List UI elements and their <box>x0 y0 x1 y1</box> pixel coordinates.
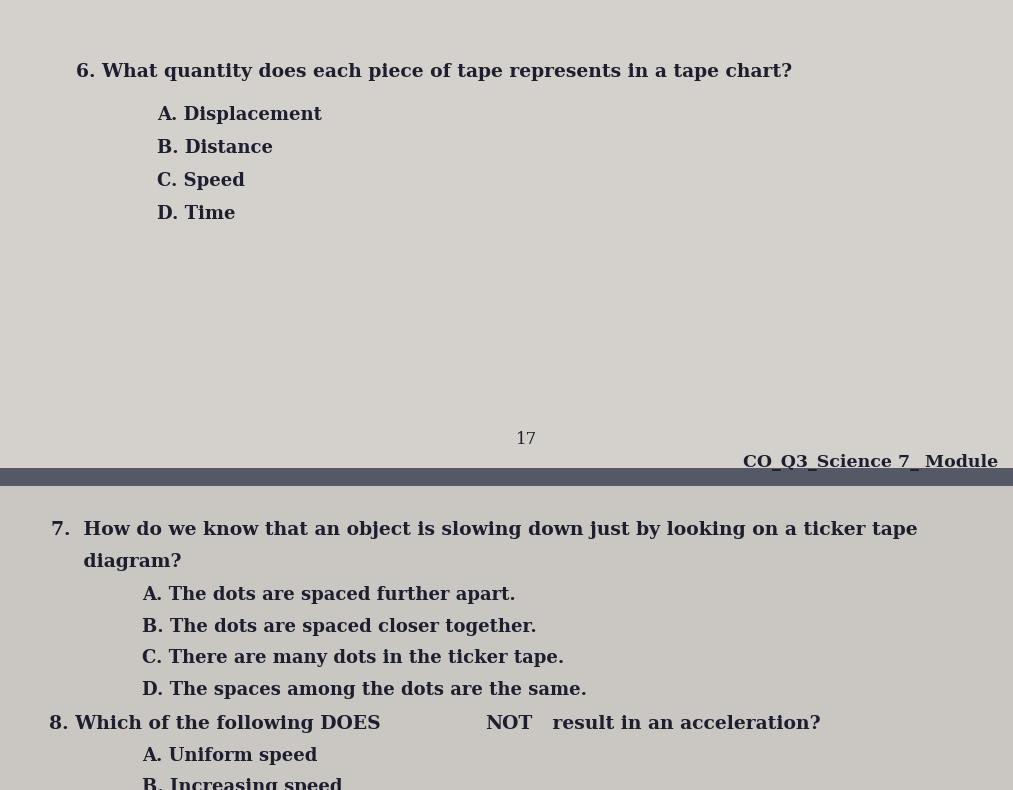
Text: B. The dots are spaced closer together.: B. The dots are spaced closer together. <box>142 618 537 636</box>
Text: 17: 17 <box>517 431 537 448</box>
Text: D. Time: D. Time <box>157 205 235 224</box>
Text: D. The spaces among the dots are the same.: D. The spaces among the dots are the sam… <box>142 681 587 699</box>
FancyBboxPatch shape <box>0 486 1013 790</box>
Text: CO_Q3_Science 7_ Module: CO_Q3_Science 7_ Module <box>743 454 998 472</box>
Text: C. Speed: C. Speed <box>157 172 245 190</box>
Text: 8. Which of the following DOES: 8. Which of the following DOES <box>49 715 387 733</box>
Text: B. Distance: B. Distance <box>157 139 274 157</box>
Text: A. The dots are spaced further apart.: A. The dots are spaced further apart. <box>142 586 516 604</box>
Text: diagram?: diagram? <box>51 553 181 571</box>
Text: result in an acceleration?: result in an acceleration? <box>546 715 821 733</box>
FancyBboxPatch shape <box>0 0 1013 468</box>
Text: 7.  How do we know that an object is slowing down just by looking on a ticker ta: 7. How do we know that an object is slow… <box>51 521 918 540</box>
Text: A. Uniform speed: A. Uniform speed <box>142 747 317 765</box>
FancyBboxPatch shape <box>0 468 1013 486</box>
Text: C. There are many dots in the ticker tape.: C. There are many dots in the ticker tap… <box>142 649 564 668</box>
Text: NOT: NOT <box>485 715 532 733</box>
Text: 6. What quantity does each piece of tape represents in a tape chart?: 6. What quantity does each piece of tape… <box>76 63 792 81</box>
Text: B. Increasing speed: B. Increasing speed <box>142 778 342 790</box>
Text: A. Displacement: A. Displacement <box>157 106 322 124</box>
